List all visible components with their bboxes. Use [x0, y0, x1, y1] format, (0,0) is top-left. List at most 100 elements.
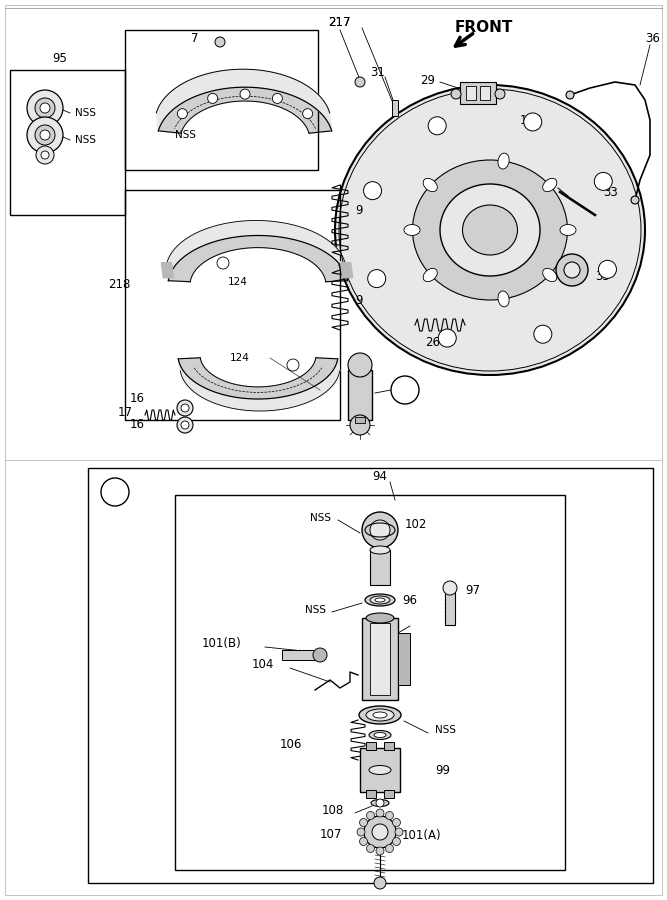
Text: 97: 97	[465, 583, 480, 597]
Text: 94: 94	[372, 471, 388, 483]
Ellipse shape	[374, 733, 386, 737]
Text: NSS: NSS	[75, 108, 96, 118]
Bar	[398, 633, 410, 685]
Text: 35: 35	[595, 271, 610, 284]
Bar	[480, 86, 490, 100]
Text: 124: 124	[230, 353, 250, 363]
Circle shape	[364, 816, 396, 848]
Ellipse shape	[369, 766, 391, 775]
Circle shape	[181, 404, 189, 412]
Circle shape	[40, 130, 50, 140]
Ellipse shape	[366, 709, 394, 721]
Ellipse shape	[462, 205, 518, 255]
Circle shape	[303, 109, 313, 119]
Bar	[370, 550, 390, 585]
Ellipse shape	[560, 224, 576, 236]
Ellipse shape	[375, 598, 385, 602]
Circle shape	[524, 112, 542, 130]
Circle shape	[598, 260, 616, 278]
Circle shape	[364, 182, 382, 200]
Text: 36: 36	[645, 32, 660, 44]
Bar	[125, 30, 318, 170]
Circle shape	[35, 98, 55, 118]
Text: 217: 217	[328, 15, 350, 29]
Circle shape	[368, 270, 386, 288]
Text: 26: 26	[425, 336, 440, 348]
Ellipse shape	[370, 546, 390, 554]
Circle shape	[392, 838, 400, 845]
Polygon shape	[168, 236, 348, 282]
Ellipse shape	[498, 291, 509, 307]
Text: 33: 33	[603, 186, 618, 200]
Text: 101(B): 101(B)	[202, 636, 241, 650]
Text: 217: 217	[328, 15, 350, 29]
Circle shape	[360, 818, 368, 826]
Text: 31: 31	[370, 66, 385, 78]
Bar	[370, 623, 390, 695]
Circle shape	[27, 117, 63, 153]
Text: 9: 9	[355, 293, 362, 307]
Circle shape	[177, 400, 193, 416]
Circle shape	[556, 254, 588, 286]
Circle shape	[376, 847, 384, 855]
Bar	[125, 190, 340, 420]
Circle shape	[350, 415, 370, 435]
Text: NSS: NSS	[435, 725, 456, 735]
Circle shape	[287, 359, 299, 371]
Polygon shape	[341, 263, 353, 278]
Text: 9: 9	[355, 203, 362, 217]
Bar	[366, 790, 376, 798]
Ellipse shape	[373, 712, 387, 718]
Ellipse shape	[366, 613, 394, 623]
Bar	[282, 650, 318, 660]
Bar	[384, 790, 394, 798]
Circle shape	[366, 844, 374, 852]
Circle shape	[357, 828, 365, 836]
Polygon shape	[178, 358, 338, 399]
Bar	[10, 70, 125, 215]
Ellipse shape	[543, 178, 557, 192]
Circle shape	[386, 812, 394, 820]
Circle shape	[181, 421, 189, 429]
Ellipse shape	[335, 85, 645, 375]
Text: 95: 95	[53, 51, 67, 65]
Text: 136: 136	[520, 113, 542, 127]
Ellipse shape	[423, 268, 438, 282]
Bar	[362, 618, 398, 700]
Circle shape	[534, 325, 552, 343]
Text: 7: 7	[191, 32, 199, 44]
Ellipse shape	[498, 153, 509, 169]
Text: 104: 104	[252, 659, 274, 671]
Ellipse shape	[371, 799, 389, 806]
Circle shape	[240, 89, 250, 99]
Circle shape	[360, 838, 368, 845]
Text: 16: 16	[130, 392, 145, 404]
Ellipse shape	[359, 706, 401, 724]
Circle shape	[566, 91, 574, 99]
Circle shape	[443, 581, 457, 595]
Ellipse shape	[365, 594, 395, 606]
Circle shape	[313, 648, 327, 662]
Text: 102: 102	[405, 518, 428, 532]
Circle shape	[392, 818, 400, 826]
Circle shape	[370, 520, 390, 540]
Circle shape	[451, 89, 461, 99]
Ellipse shape	[412, 160, 568, 300]
Circle shape	[362, 512, 398, 548]
Text: 17: 17	[118, 407, 133, 419]
Text: 218: 218	[108, 278, 130, 292]
Bar	[366, 742, 376, 750]
Text: A: A	[111, 485, 119, 499]
Circle shape	[272, 94, 282, 104]
Bar	[460, 82, 496, 104]
Text: A: A	[401, 383, 409, 397]
Circle shape	[215, 37, 225, 47]
Polygon shape	[166, 220, 348, 281]
Polygon shape	[158, 87, 331, 133]
Bar	[175, 495, 565, 870]
Circle shape	[374, 877, 386, 889]
Bar	[88, 468, 653, 883]
Circle shape	[564, 262, 580, 278]
Circle shape	[355, 77, 365, 87]
Circle shape	[36, 146, 54, 164]
